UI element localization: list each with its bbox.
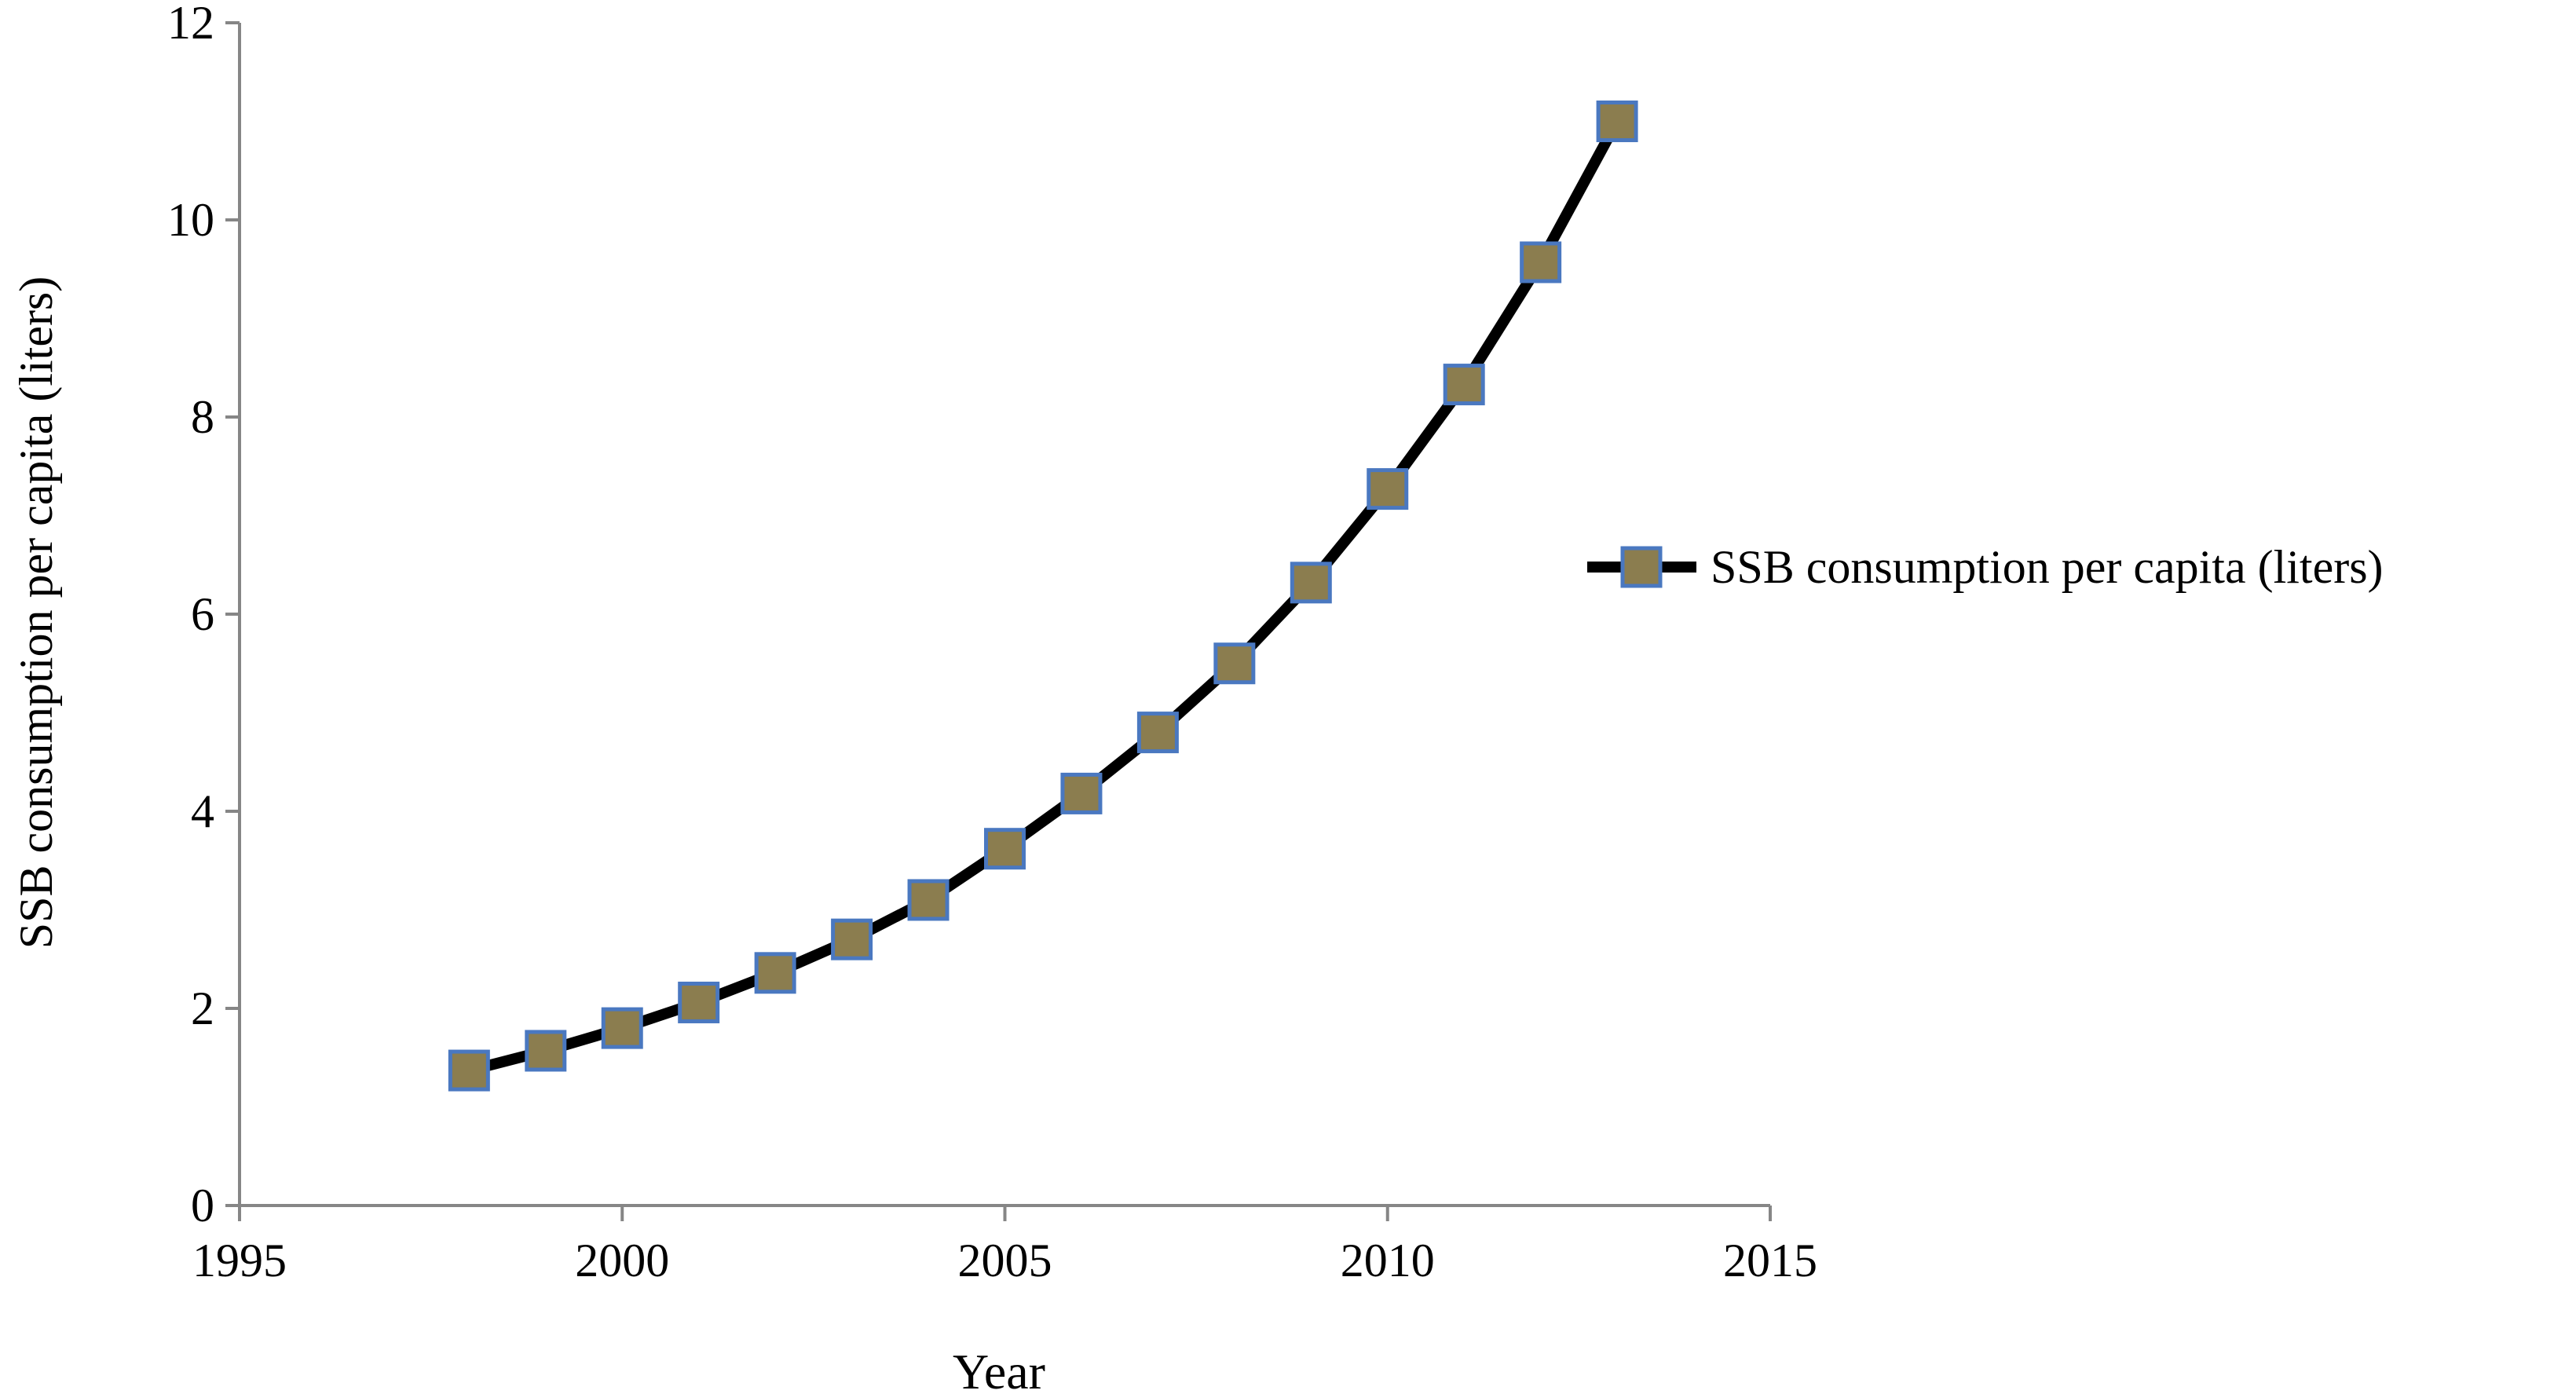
data-point-marker bbox=[1443, 364, 1485, 406]
legend: SSB consumption per capita (liters) bbox=[1587, 541, 2384, 593]
legend-label: SSB consumption per capita (liters) bbox=[1711, 541, 2384, 593]
y-tick-label: 10 bbox=[167, 194, 214, 246]
y-tick-label: 4 bbox=[191, 785, 214, 837]
data-point-marker bbox=[525, 1030, 567, 1072]
series-line bbox=[463, 115, 1623, 1077]
x-axis-title: Year bbox=[953, 1344, 1045, 1394]
data-point-marker bbox=[1596, 101, 1638, 142]
data-point-marker bbox=[601, 1007, 643, 1049]
data-point-marker bbox=[1136, 712, 1179, 754]
data-point-marker bbox=[1367, 468, 1409, 510]
data-point-marker bbox=[1213, 642, 1256, 685]
y-tick-label: 6 bbox=[191, 588, 214, 640]
data-point-marker bbox=[1520, 241, 1562, 284]
data-point-marker bbox=[754, 952, 796, 994]
data-point-marker bbox=[907, 879, 950, 921]
y-tick-label: 0 bbox=[191, 1180, 214, 1231]
y-tick-label: 2 bbox=[191, 982, 214, 1034]
legend-marker bbox=[1620, 546, 1663, 588]
data-point-marker bbox=[984, 828, 1026, 870]
axes: 0 2 4 6 8 10 12 1995 2000 2005 2010 2015 bbox=[167, 0, 1817, 1286]
data-point-marker bbox=[448, 1049, 490, 1092]
series-layer bbox=[448, 101, 1638, 1092]
x-tick-label: 2000 bbox=[575, 1235, 669, 1286]
x-tick-label: 2010 bbox=[1341, 1235, 1435, 1286]
x-tick-label: 2005 bbox=[958, 1235, 1052, 1286]
data-point-marker bbox=[1290, 562, 1332, 604]
y-tick-label: 8 bbox=[191, 391, 214, 443]
data-point-marker bbox=[678, 981, 720, 1023]
y-tick-label: 12 bbox=[167, 0, 214, 49]
data-point-marker bbox=[1060, 772, 1103, 814]
data-point-marker bbox=[831, 918, 873, 960]
y-axis-title: SSB consumption per capita (liters) bbox=[10, 276, 62, 949]
x-tick-label: 1995 bbox=[192, 1235, 287, 1286]
x-tick-label: 2015 bbox=[1723, 1235, 1817, 1286]
